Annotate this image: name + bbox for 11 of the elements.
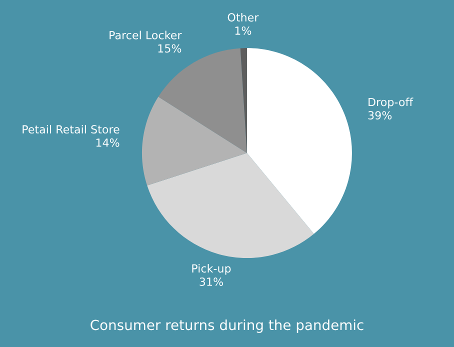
data-label: 14% — [96, 138, 120, 147]
slice-label: Other — [228, 12, 259, 22]
data-label: 1% — [235, 26, 252, 35]
data-label: 15% — [158, 44, 182, 53]
data-label: 39% — [368, 111, 392, 120]
slice-label: Pick-up — [192, 264, 231, 275]
data-label: 31% — [200, 278, 223, 286]
slice-label: Drop-off — [368, 98, 414, 108]
text: Consumer returns during the pandemic — [90, 319, 364, 333]
slice-label: Parcel Locker — [110, 30, 182, 40]
slice-label: Petail Retail Store — [22, 124, 120, 134]
